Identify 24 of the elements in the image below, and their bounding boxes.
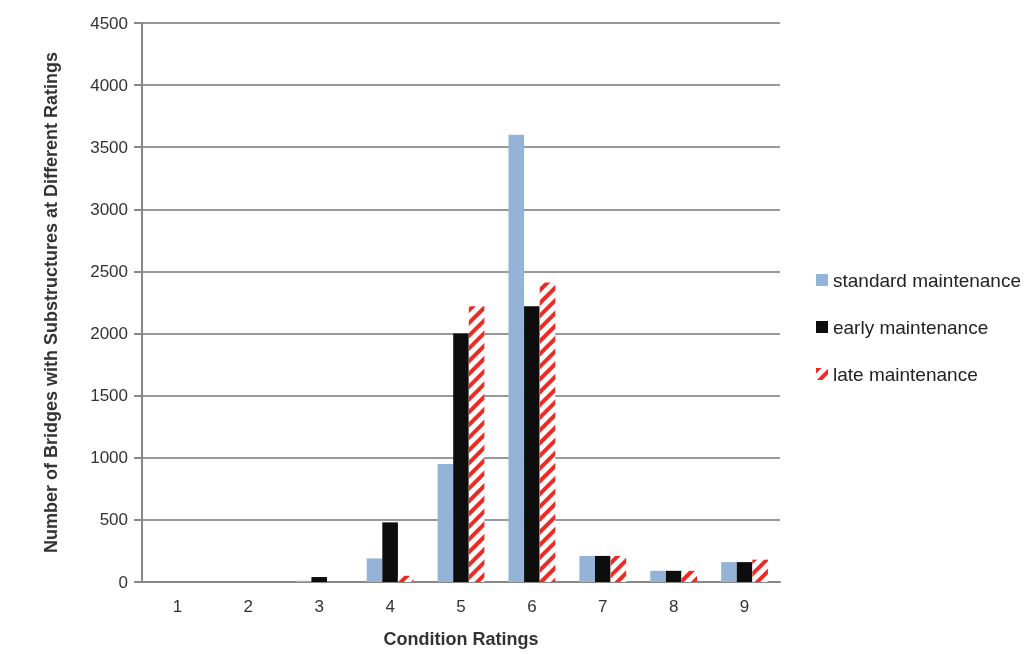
y-tick-label: 2000 xyxy=(90,324,128,344)
y-tick-label: 0 xyxy=(118,572,128,592)
x-tick-label: 4 xyxy=(385,597,395,616)
y-tick-label: 3000 xyxy=(90,199,128,219)
x-tick-label: 5 xyxy=(456,597,466,616)
y-tick-label: 2500 xyxy=(90,261,128,281)
x-tick-label: 1 xyxy=(172,597,183,616)
legend-label: standard maintenance xyxy=(832,269,1021,291)
legend-label: late maintenance xyxy=(832,363,978,385)
legend-label: early maintenance xyxy=(832,316,989,338)
x-axis-title: Condition Ratings xyxy=(383,629,539,649)
x-tick-label: 6 xyxy=(527,597,537,616)
y-tick-label: 1000 xyxy=(90,448,128,468)
y-tick-label: 500 xyxy=(99,510,128,530)
y-tick-label: 3500 xyxy=(90,137,128,157)
y-axis-title: Number of Bridges with Substructures at Different Ratings xyxy=(41,51,61,554)
y-tick-label: 4500 xyxy=(90,13,128,33)
x-tick-label: 9 xyxy=(739,597,750,616)
y-tick-label: 4000 xyxy=(90,75,128,95)
x-tick-label: 3 xyxy=(314,597,324,616)
x-tick-label: 7 xyxy=(598,597,608,616)
x-tick-label: 8 xyxy=(668,597,679,616)
x-tick-label: 2 xyxy=(243,597,254,616)
y-tick-label: 1500 xyxy=(90,386,128,406)
